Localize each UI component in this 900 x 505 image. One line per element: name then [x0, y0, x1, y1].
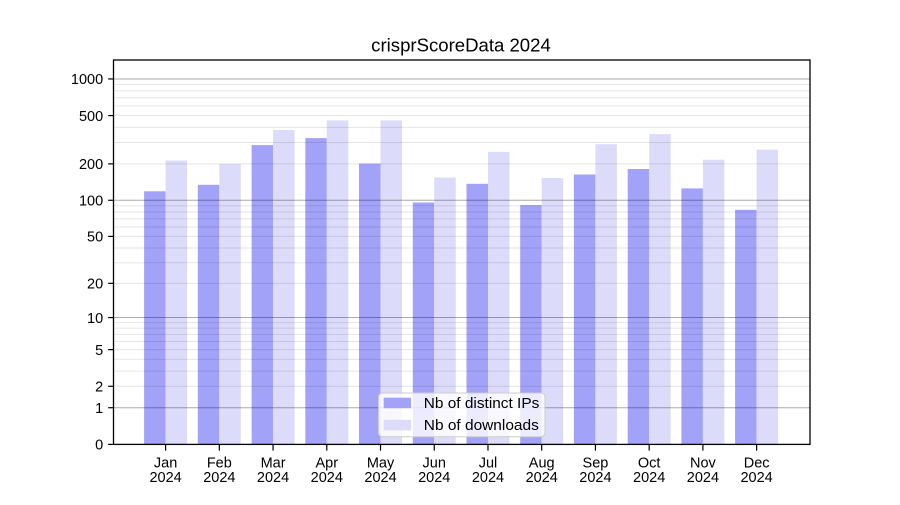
- svg-text:crisprScoreData 2024: crisprScoreData 2024: [371, 35, 551, 56]
- svg-text:2024: 2024: [149, 470, 181, 486]
- svg-text:0: 0: [95, 438, 103, 454]
- svg-text:500: 500: [79, 109, 103, 125]
- svg-text:2024: 2024: [257, 470, 289, 486]
- svg-text:Sep: Sep: [583, 455, 609, 471]
- svg-text:100: 100: [79, 193, 103, 209]
- svg-text:May: May: [367, 455, 395, 471]
- svg-text:Jun: Jun: [423, 455, 446, 471]
- svg-text:Dec: Dec: [744, 455, 770, 471]
- svg-text:Nb of distinct IPs: Nb of distinct IPs: [424, 396, 540, 412]
- svg-text:20: 20: [87, 277, 103, 293]
- svg-text:Jan: Jan: [154, 455, 177, 471]
- svg-text:2024: 2024: [364, 470, 396, 486]
- svg-text:2024: 2024: [418, 470, 450, 486]
- svg-text:10: 10: [87, 311, 103, 327]
- svg-text:5: 5: [95, 343, 103, 359]
- svg-text:Jul: Jul: [479, 455, 498, 471]
- svg-text:2024: 2024: [203, 470, 235, 486]
- svg-text:1: 1: [95, 401, 103, 417]
- svg-text:Nb of downloads: Nb of downloads: [424, 418, 539, 434]
- svg-text:2024: 2024: [311, 470, 343, 486]
- svg-text:Oct: Oct: [638, 455, 661, 471]
- svg-text:2: 2: [95, 379, 103, 395]
- svg-text:2024: 2024: [687, 470, 719, 486]
- svg-text:Mar: Mar: [261, 455, 286, 471]
- svg-text:Feb: Feb: [207, 455, 232, 471]
- svg-text:Aug: Aug: [529, 455, 555, 471]
- svg-text:Apr: Apr: [316, 455, 339, 471]
- svg-text:Nov: Nov: [690, 455, 717, 471]
- svg-text:200: 200: [79, 157, 103, 173]
- svg-text:2024: 2024: [579, 470, 611, 486]
- svg-text:50: 50: [87, 230, 103, 246]
- svg-text:2024: 2024: [472, 470, 504, 486]
- svg-text:2024: 2024: [740, 470, 772, 486]
- svg-text:1000: 1000: [71, 72, 103, 88]
- svg-text:2024: 2024: [633, 470, 665, 486]
- svg-text:2024: 2024: [526, 470, 558, 486]
